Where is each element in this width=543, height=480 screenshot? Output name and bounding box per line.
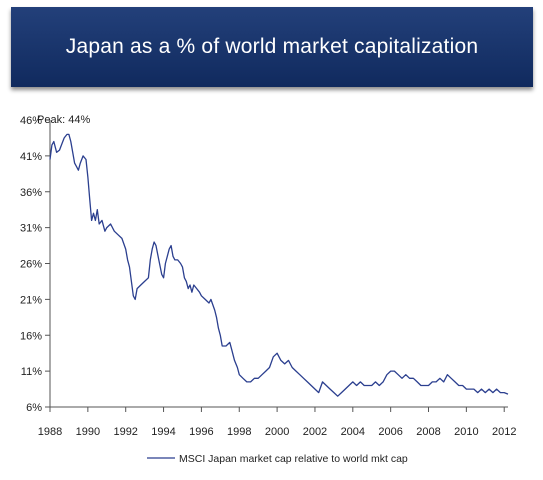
title-banner: Japan as a % of world market capitalizat…	[11, 7, 533, 87]
legend-label: MSCI Japan market cap relative to world …	[179, 453, 408, 465]
y-tick-label: 11%	[21, 366, 42, 378]
y-tick-label: 46%	[20, 115, 42, 127]
y-tick-label: 31%	[20, 223, 42, 235]
x-tick-label: 1990	[76, 426, 100, 438]
x-tick-label: 1994	[151, 426, 175, 438]
x-tick-label: 2006	[378, 426, 402, 438]
y-axis: 6% 11% 16% 21% 26% 31% 36% 41% 46%	[20, 115, 51, 414]
chart-title: Japan as a % of world market capitalizat…	[65, 35, 479, 58]
x-tick-label: 1992	[113, 426, 137, 438]
y-tick-label: 41%	[20, 151, 42, 163]
peak-annotation: Peak: 44%	[37, 114, 90, 126]
x-tick-label: 2008	[416, 426, 440, 438]
x-tick-label: 1988	[38, 426, 62, 438]
x-tick-label: 1996	[189, 426, 213, 438]
y-tick-label: 6%	[26, 402, 42, 414]
x-tick-label: 2004	[341, 426, 365, 438]
x-axis: 1988 1990 1992 1994 1996 1998 2000 2002 2004 2006…	[38, 406, 516, 438]
y-tick-label: 21%	[20, 294, 42, 306]
series-line-msci-japan	[49, 133, 509, 397]
y-tick-label: 36%	[20, 187, 42, 199]
series-group	[49, 133, 509, 397]
x-tick-label: 1998	[227, 426, 251, 438]
annotation-group: Peak: 44%	[37, 114, 90, 126]
y-tick-label: 26%	[20, 259, 42, 271]
chart-area: 6%11%16%21%26%31%36%41%46% 1988 1990 1992 1…	[20, 114, 516, 465]
x-tick-label: 2002	[303, 426, 327, 438]
legend: MSCI Japan market cap relative to world …	[147, 453, 408, 465]
y-tick-label: 16%	[20, 330, 42, 342]
x-tick-label: 2000	[265, 426, 289, 438]
x-tick-label: 2012	[492, 426, 516, 438]
x-tick-label: 2010	[454, 426, 478, 438]
